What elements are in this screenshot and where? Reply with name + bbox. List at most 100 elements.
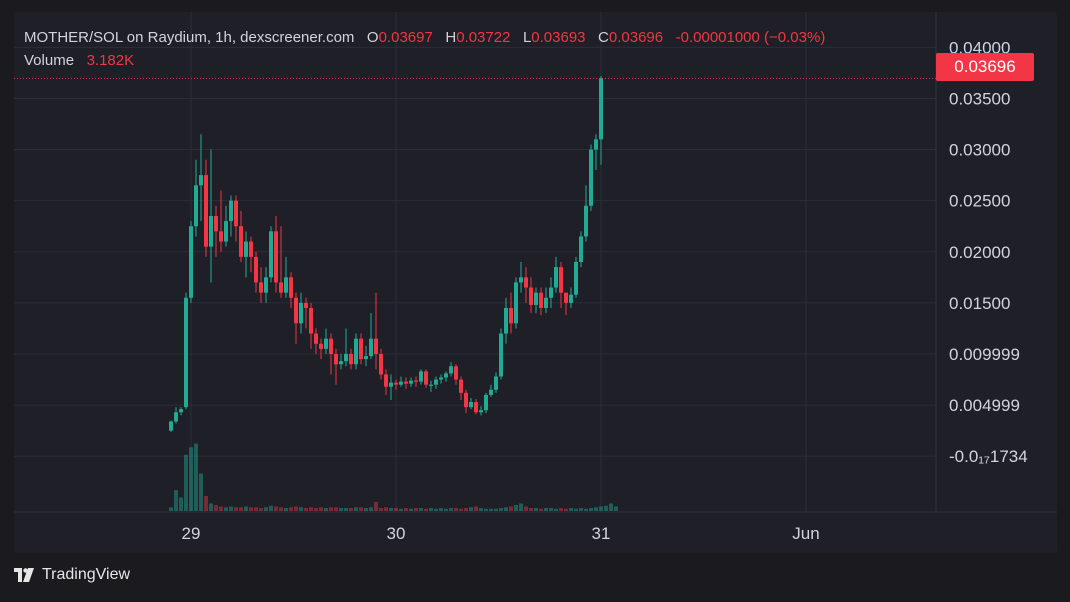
candle-body xyxy=(359,338,363,360)
y-axis-labels: 0.04000 0.03500 0.03000 0.02500 0.02000 0.015… xyxy=(949,38,1028,466)
volume-bar xyxy=(309,507,313,511)
volume-bar xyxy=(339,508,343,511)
volume-bar xyxy=(314,508,318,511)
volume-bar xyxy=(599,506,603,511)
volume-bar xyxy=(369,507,373,511)
volume-bar xyxy=(594,507,598,511)
candle-body xyxy=(324,338,328,349)
candle-body xyxy=(189,226,193,298)
high-value: 0.03722 xyxy=(456,29,511,46)
candle-body xyxy=(344,354,348,362)
volume-bar xyxy=(484,508,488,511)
volume-bar xyxy=(444,508,448,511)
y-axis-tick-label: 0.03000 xyxy=(949,141,1010,160)
chart-panel[interactable]: 0.04000 0.03500 0.03000 0.02500 0.02000 0.015… xyxy=(14,12,1057,553)
volume-bar xyxy=(534,508,538,511)
volume-bar xyxy=(609,503,613,511)
volume-bar xyxy=(499,508,503,511)
volume-bar xyxy=(364,508,368,511)
volume-bar xyxy=(504,507,508,511)
volume-bar xyxy=(409,508,413,511)
volume-bar xyxy=(564,508,568,511)
candle-body xyxy=(439,377,443,380)
volume-bar xyxy=(389,508,393,511)
volume-bar xyxy=(204,496,208,511)
open-label: O xyxy=(366,29,379,46)
candle-body xyxy=(379,354,383,375)
volume-bar xyxy=(229,506,233,511)
candle-body xyxy=(179,409,183,413)
volume-bar xyxy=(399,508,403,511)
candle-body xyxy=(214,216,218,232)
candle-body xyxy=(554,267,558,288)
candle-body xyxy=(534,292,538,305)
candle-body xyxy=(484,394,488,411)
candle-body xyxy=(504,308,508,334)
y-axis-tick-label: 0.009999 xyxy=(949,345,1020,364)
low-label: L xyxy=(522,29,532,46)
candle-body xyxy=(524,277,528,288)
volume-bar xyxy=(494,508,498,511)
candle-body xyxy=(429,384,433,386)
volume-bar xyxy=(544,508,548,511)
candle-body xyxy=(584,205,588,237)
volume-bar xyxy=(334,507,338,511)
grid-lines xyxy=(14,12,1057,513)
volume-bar xyxy=(449,508,453,511)
candlestick-chart[interactable]: 0.04000 0.03500 0.03000 0.02500 0.02000 0.015… xyxy=(14,12,1057,553)
volume-bar xyxy=(319,507,323,511)
candle-body xyxy=(304,302,308,308)
volume-bar xyxy=(259,508,263,511)
volume-bar xyxy=(264,507,268,511)
candle-body xyxy=(564,292,568,303)
volume-label: Volume xyxy=(24,52,75,69)
candle-body xyxy=(474,402,478,413)
volume-bar xyxy=(234,507,238,511)
volume-bar xyxy=(569,508,573,511)
volume-bar xyxy=(324,508,328,511)
x-axis-tick-label: Jun xyxy=(792,524,819,543)
candle-body xyxy=(479,410,483,413)
candle-body xyxy=(279,282,283,293)
volume-bar xyxy=(539,508,543,511)
y-axis-tick-label: 0.02500 xyxy=(949,192,1010,211)
candle-body xyxy=(354,338,358,365)
volume-bar xyxy=(239,507,243,511)
volume-bar xyxy=(349,508,353,511)
volume-bar xyxy=(199,473,203,511)
candle-body xyxy=(249,241,253,257)
volume-bar xyxy=(489,508,493,511)
volume-bar xyxy=(179,497,183,511)
volume-bar xyxy=(604,505,608,511)
candle-body xyxy=(199,175,203,186)
volume-bar xyxy=(209,503,213,511)
volume-bar xyxy=(374,502,378,511)
candle-body xyxy=(459,379,463,393)
candle-body xyxy=(574,262,578,295)
candle-body xyxy=(599,78,603,140)
tradingview-branding[interactable]: TradingView xyxy=(14,566,130,584)
tradingview-name: TradingView xyxy=(42,566,131,583)
candle-body xyxy=(204,175,208,247)
last-price-badge: 0.03696 xyxy=(936,53,1034,81)
candle-body xyxy=(349,354,353,365)
volume-bar xyxy=(354,507,358,511)
candle-body xyxy=(284,277,288,293)
x-axis-labels: 29 30 31 Jun xyxy=(182,524,820,543)
candle-body xyxy=(209,216,213,247)
y-axis-tick-label: -0.0₁₇1734 xyxy=(949,447,1028,466)
volume-bar xyxy=(249,507,253,511)
candle-body xyxy=(539,292,543,308)
candle-body xyxy=(589,149,593,206)
y-axis-tick-label: 0.04000 xyxy=(949,38,1010,57)
volume-bar xyxy=(284,508,288,511)
volume-bar xyxy=(479,508,483,511)
volume-bar xyxy=(254,507,258,511)
volume-bar xyxy=(244,506,248,511)
tradingview-logo-icon xyxy=(14,568,34,582)
candle-body xyxy=(369,338,373,357)
candle-body xyxy=(329,338,333,354)
candle-body xyxy=(394,382,398,385)
volume-bar xyxy=(429,508,433,511)
candle-body xyxy=(364,356,368,360)
